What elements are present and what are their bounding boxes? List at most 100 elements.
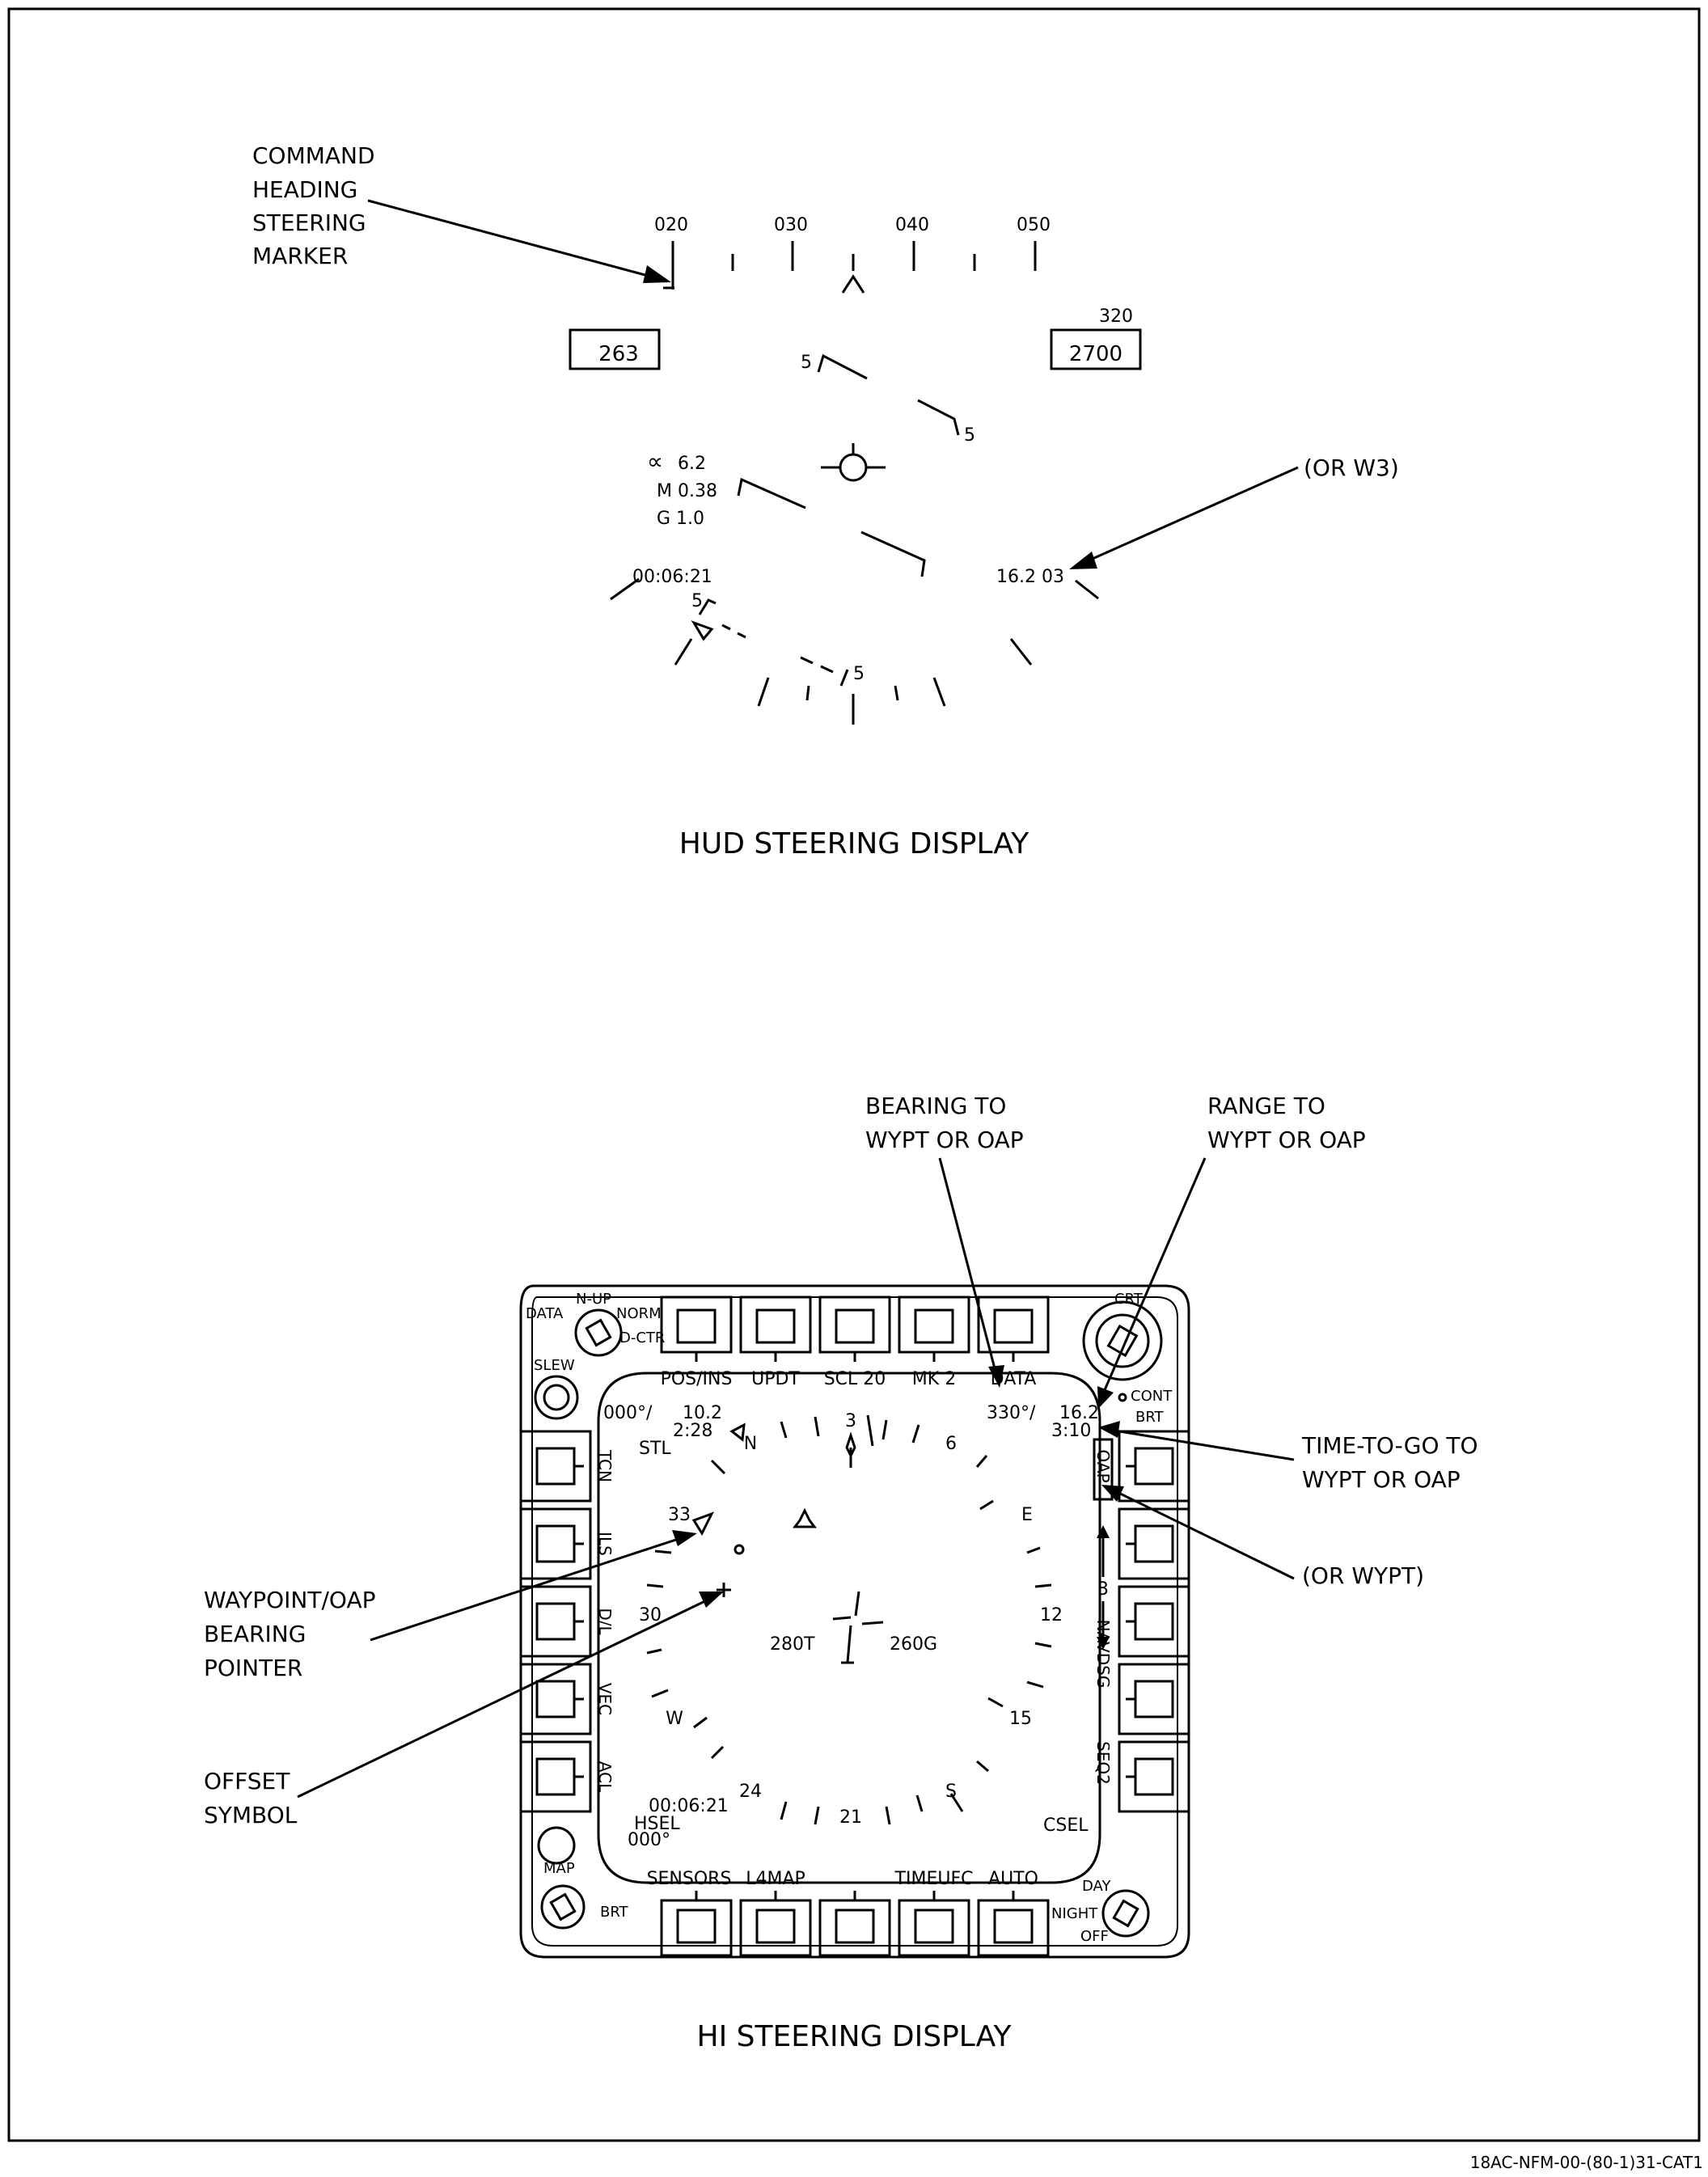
pitch-bar-lower-right bbox=[839, 669, 849, 687]
leader-line-pointer bbox=[370, 1535, 687, 1642]
pushbutton-top-5[interactable]: DATA bbox=[977, 1296, 1050, 1389]
altitude-label: 320 bbox=[1099, 306, 1133, 327]
osb-label-updt: UPDT bbox=[751, 1369, 800, 1389]
compass-tick bbox=[710, 1745, 725, 1760]
arrowhead-icon bbox=[672, 1530, 697, 1546]
mode-knob[interactable]: DATA N-UP NORM D-CTR bbox=[526, 1291, 665, 1357]
brt-label-bottom: BRT bbox=[600, 1904, 629, 1921]
pushbutton-top-2[interactable]: UPDT bbox=[739, 1296, 812, 1389]
callout-offset-line1: OFFSET bbox=[204, 1768, 290, 1794]
pushbutton-left-2[interactable]: ILS bbox=[519, 1507, 615, 1580]
pushbutton-bottom-3[interactable] bbox=[818, 1891, 891, 1957]
waypoint-triangle-icon bbox=[691, 620, 714, 641]
airspeed-box bbox=[569, 328, 661, 370]
callout-time-to-go-line1: TIME-TO-GO TO bbox=[1301, 1432, 1478, 1459]
heading-scale: 020 030 040 050 bbox=[654, 215, 1051, 294]
compass-label-15: 15 bbox=[1009, 1709, 1032, 1729]
pushbutton-right-3[interactable] bbox=[1118, 1585, 1190, 1658]
up-arrow-icon bbox=[1097, 1525, 1110, 1538]
compass-tick-bold bbox=[949, 1793, 964, 1812]
compass-tick bbox=[651, 1689, 669, 1698]
hi-figure-title: HI STEERING DISPLAY bbox=[697, 2020, 1013, 2053]
callout-marker-line2: HEADING bbox=[252, 176, 357, 203]
range-readout-left: 10.2 bbox=[683, 1403, 722, 1423]
down-arrow-icon bbox=[1097, 1637, 1110, 1650]
pushbutton-top-4[interactable]: MK 2 bbox=[898, 1296, 970, 1389]
mach-readout: M 0.38 bbox=[657, 481, 717, 501]
hud-figure-title: HUD STEERING DISPLAY bbox=[679, 827, 1029, 860]
pushbutton-left-1[interactable]: TCN bbox=[519, 1430, 615, 1503]
bottom-pushbuttons: SENSORS L4MAP TIMEUFC AUTO bbox=[647, 1869, 1050, 1957]
right-pushbuttons: OAP 3 NAVDSG SEQ2 bbox=[1093, 1430, 1190, 1813]
map-button[interactable]: MAP BRT bbox=[537, 1826, 629, 1930]
pushbutton-bottom-5[interactable]: AUTO bbox=[977, 1869, 1050, 1957]
compass-label-24: 24 bbox=[739, 1782, 762, 1802]
callout-bearing-line1: BEARING TO bbox=[865, 1093, 1006, 1119]
pushbutton-top-3[interactable]: SCL 20 bbox=[818, 1296, 891, 1389]
compass-tick bbox=[646, 1583, 664, 1588]
day-night-knob[interactable]: DAY NIGHT OFF bbox=[1051, 1878, 1150, 1945]
slew-button[interactable]: SLEW bbox=[534, 1357, 579, 1420]
roll-tick bbox=[757, 677, 770, 707]
alpha-symbol-icon: ∝ bbox=[647, 448, 663, 475]
pushbutton-right-4[interactable] bbox=[1118, 1663, 1190, 1735]
pushbutton-bottom-1[interactable]: SENSORS bbox=[647, 1869, 733, 1957]
arrowhead-icon bbox=[988, 1365, 1004, 1388]
osb-label-data: DATA bbox=[991, 1369, 1037, 1389]
compass-tick-bold bbox=[987, 1697, 1004, 1708]
callout-time-to-go-line2: WYPT OR OAP bbox=[1302, 1466, 1461, 1493]
callout-marker-line1: COMMAND bbox=[252, 142, 375, 169]
osb-label-oap: OAP bbox=[1093, 1449, 1113, 1482]
heading-label-050: 050 bbox=[1017, 215, 1051, 235]
crt-knob[interactable]: CRT CONT BRT bbox=[1082, 1291, 1173, 1426]
csel-label: CSEL bbox=[1043, 1816, 1089, 1836]
pushbutton-left-4[interactable]: VEC bbox=[519, 1663, 615, 1735]
g-readout: G 1.0 bbox=[657, 509, 704, 529]
altitude-value: 2700 bbox=[1069, 342, 1122, 366]
ddi-bezel-inner bbox=[531, 1296, 1178, 1947]
callout-bearing-line2: WYPT OR OAP bbox=[865, 1127, 1024, 1153]
osb-label-mk2: MK 2 bbox=[912, 1369, 956, 1389]
compass-tick bbox=[780, 1801, 788, 1820]
pushbutton-bottom-4[interactable]: TIMEUFC bbox=[894, 1869, 974, 1957]
roll-tick bbox=[674, 638, 693, 666]
pushbutton-right-2[interactable] bbox=[1118, 1507, 1190, 1580]
pushbutton-top-1[interactable]: POS/INS bbox=[660, 1296, 733, 1389]
compass-tick bbox=[979, 1499, 994, 1511]
small-circle-icon bbox=[734, 1544, 745, 1555]
heading-label-040: 040 bbox=[895, 215, 929, 235]
pushbutton-bottom-2[interactable]: L4MAP bbox=[739, 1869, 812, 1957]
callout-marker-line3: STEERING bbox=[252, 209, 366, 236]
dash bbox=[800, 656, 814, 665]
pushbutton-right-1[interactable]: OAP bbox=[1093, 1430, 1190, 1503]
roll-tick bbox=[932, 677, 946, 707]
knob-label-nup: N-UP bbox=[576, 1291, 611, 1308]
osb-label-scl: SCL 20 bbox=[824, 1369, 886, 1389]
elapsed-time-readout-hi: 00:06:21 bbox=[649, 1796, 729, 1816]
time-to-go-readout: 3:10 bbox=[1051, 1421, 1091, 1441]
course-readout: 000°/ bbox=[603, 1403, 653, 1423]
page-border bbox=[7, 7, 1701, 2142]
pitch-bar-upper-left bbox=[817, 353, 868, 380]
compass-tick bbox=[975, 1455, 988, 1468]
pitch-bar-lower-left bbox=[698, 598, 717, 615]
pushbutton-left-5[interactable]: ACL bbox=[519, 1740, 615, 1813]
pushbutton-right-5[interactable] bbox=[1118, 1740, 1190, 1813]
pushbutton-left-3[interactable]: D/L bbox=[519, 1585, 615, 1658]
arrowhead-icon bbox=[1098, 1421, 1120, 1438]
osb-label-l4map: L4MAP bbox=[746, 1869, 805, 1889]
compass-tick bbox=[1034, 1642, 1052, 1648]
range-readout: 16.2 03 bbox=[996, 567, 1064, 587]
knob-label-data: DATA bbox=[526, 1305, 564, 1322]
night-label: NIGHT bbox=[1051, 1905, 1098, 1922]
compass-tick bbox=[915, 1794, 924, 1812]
pitch-label: 5 bbox=[691, 591, 703, 611]
ddi-screen bbox=[597, 1372, 1101, 1884]
left-pushbuttons: TCN ILS D/L VEC ACL bbox=[519, 1430, 615, 1813]
compass-tick bbox=[814, 1416, 820, 1437]
stl-label: STL bbox=[639, 1439, 671, 1459]
arrowhead-icon bbox=[643, 265, 671, 283]
osb-label-ils: ILS bbox=[595, 1532, 615, 1556]
heading-label-020: 020 bbox=[654, 215, 688, 235]
